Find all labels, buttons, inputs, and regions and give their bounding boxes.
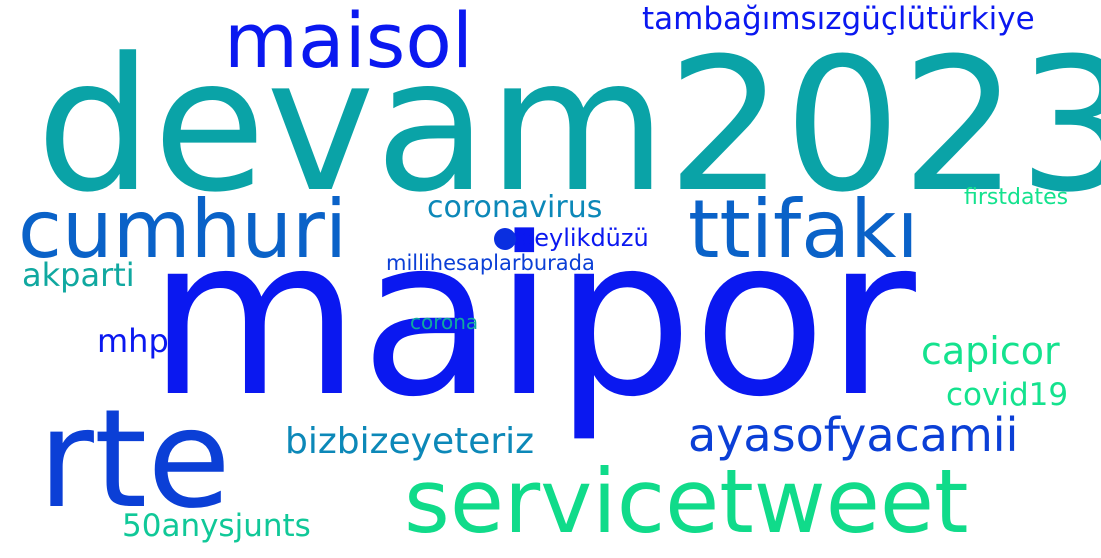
word-50anysjunts: 50anysjunts: [122, 508, 311, 544]
word-capicor: capicor: [921, 329, 1060, 373]
word-tambagimsizguclu: tambağımsızgüçlütürkiye: [642, 1, 1035, 37]
word-mhp: mhp: [97, 322, 169, 360]
word-covid19: covid19: [946, 377, 1069, 413]
word-servicetweet: servicetweet: [404, 450, 969, 553]
word-rte: rte: [38, 381, 231, 539]
word-beylikduzu: beylikdüzü: [519, 224, 649, 252]
word-millihesaplarburada: millihesaplarburada: [386, 251, 595, 275]
word-devam2023: devam2023: [36, 19, 1101, 233]
word-maisol: maisol: [224, 0, 473, 85]
word-ayasofyacamii: ayasofyacamii: [688, 408, 1019, 462]
word-cumhuri: cumhuri: [18, 183, 348, 276]
word-maipor: maipor: [148, 192, 916, 445]
word-akparti: akparti: [22, 256, 135, 294]
word-corona: corona: [410, 310, 479, 334]
word-coronavirus: coronavirus: [427, 190, 603, 225]
dot-mark: [494, 228, 516, 250]
word-firstdates: firstdates: [964, 185, 1069, 210]
word-ttifaki: ttifakı: [688, 183, 919, 276]
word-bizbizeyeteriz: bizbizeyeteriz: [285, 421, 535, 462]
